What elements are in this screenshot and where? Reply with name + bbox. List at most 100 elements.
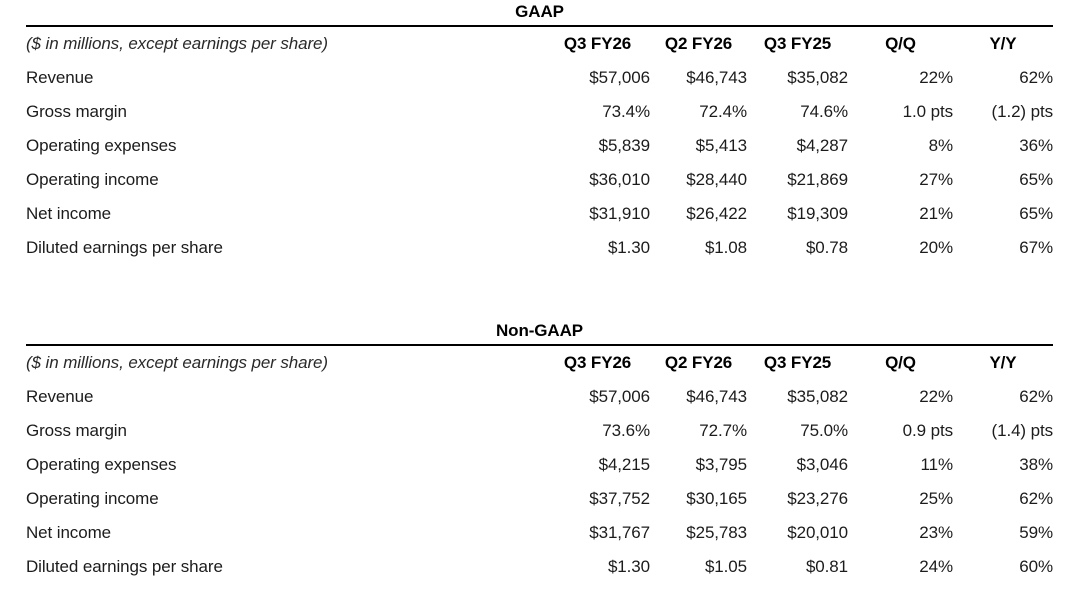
table-row-diluted-eps: Diluted earnings per share $1.30 $1.05 $… [26, 550, 1053, 584]
cell-value: $1.30 [607, 557, 650, 576]
cell-value: $3,046 [796, 455, 849, 474]
column-header-q2fy26: Q2 FY26 [664, 353, 733, 372]
non-gaap-section: Non-GAAP ($ in millions, except earnings… [26, 321, 1053, 584]
cell-value: 22% [919, 68, 953, 87]
cell-value: $1.30 [607, 238, 650, 257]
cell-value: $31,767 [589, 523, 650, 542]
cell-value: $0.78 [805, 238, 848, 257]
cell-value: 27% [919, 170, 953, 189]
cell-value: $30,165 [686, 489, 747, 508]
cell-value: $37,752 [589, 489, 650, 508]
non-gaap-header-row: ($ in millions, except earnings per shar… [26, 346, 1053, 380]
column-header-q3fy26: Q3 FY26 [563, 34, 632, 53]
cell-value: $21,869 [787, 170, 848, 189]
cell-value: (1.2) pts [991, 102, 1054, 121]
cell-value: $3,795 [695, 455, 748, 474]
cell-value: 72.4% [699, 102, 747, 121]
row-label: Net income [26, 204, 111, 223]
cell-value: 24% [919, 557, 953, 576]
gaap-header-row: ($ in millions, except earnings per shar… [26, 27, 1053, 61]
cell-value: $1.08 [704, 238, 747, 257]
cell-value: 75.0% [800, 421, 848, 440]
cell-value: (1.4) pts [991, 421, 1054, 440]
cell-value: 23% [919, 523, 953, 542]
cell-value: $0.81 [805, 557, 848, 576]
cell-value: 25% [919, 489, 953, 508]
cell-value: 60% [1019, 557, 1053, 576]
cell-value: $1.05 [704, 557, 747, 576]
cell-value: 36% [1019, 136, 1053, 155]
column-header-yy: Y/Y [989, 353, 1017, 372]
row-label: Revenue [26, 68, 94, 87]
table-row-gross-margin: Gross margin 73.6% 72.7% 75.0% 0.9 pts (… [26, 414, 1053, 448]
table-row-operating-expenses: Operating expenses $4,215 $3,795 $3,046 … [26, 448, 1053, 482]
cell-value: 65% [1019, 204, 1053, 223]
table-row-revenue: Revenue $57,006 $46,743 $35,082 22% 62% [26, 61, 1053, 95]
row-label: Operating expenses [26, 455, 177, 474]
table-row-diluted-eps: Diluted earnings per share $1.30 $1.08 $… [26, 231, 1053, 265]
gaap-title: GAAP [26, 2, 1053, 27]
non-gaap-table: ($ in millions, except earnings per shar… [26, 346, 1053, 584]
cell-value: $36,010 [589, 170, 650, 189]
cell-value: 73.6% [602, 421, 650, 440]
column-header-q3fy25: Q3 FY25 [763, 34, 832, 53]
table-row-operating-income: Operating income $36,010 $28,440 $21,869… [26, 163, 1053, 197]
row-label: Operating income [26, 489, 159, 508]
table-row-revenue: Revenue $57,006 $46,743 $35,082 22% 62% [26, 380, 1053, 414]
table-row-net-income: Net income $31,910 $26,422 $19,309 21% 6… [26, 197, 1053, 231]
cell-value: $4,215 [598, 455, 651, 474]
cell-value: 11% [920, 455, 954, 474]
cell-value: 74.6% [800, 102, 848, 121]
cell-value: $23,276 [787, 489, 848, 508]
column-header-q2fy26: Q2 FY26 [664, 34, 733, 53]
cell-value: 8% [928, 136, 953, 155]
column-header-q3fy25: Q3 FY25 [763, 353, 832, 372]
table-row-gross-margin: Gross margin 73.4% 72.4% 74.6% 1.0 pts (… [26, 95, 1053, 129]
cell-value: $5,413 [695, 136, 748, 155]
cell-value: 38% [1019, 455, 1053, 474]
gaap-table: ($ in millions, except earnings per shar… [26, 27, 1053, 265]
cell-value: 59% [1019, 523, 1053, 542]
row-label: Revenue [26, 387, 94, 406]
cell-value: $5,839 [598, 136, 651, 155]
cell-value: 62% [1019, 489, 1053, 508]
cell-value: $46,743 [686, 387, 747, 406]
cell-value: $31,910 [589, 204, 650, 223]
cell-value: 73.4% [602, 102, 650, 121]
row-label: Operating income [26, 170, 159, 189]
cell-value: $20,010 [787, 523, 848, 542]
cell-value: 62% [1019, 387, 1053, 406]
column-header-qq: Q/Q [885, 353, 916, 372]
cell-value: $4,287 [796, 136, 849, 155]
cell-value: $25,783 [686, 523, 747, 542]
table-row-net-income: Net income $31,767 $25,783 $20,010 23% 5… [26, 516, 1053, 550]
units-note: ($ in millions, except earnings per shar… [26, 34, 328, 53]
cell-value: 62% [1019, 68, 1053, 87]
table-row-operating-expenses: Operating expenses $5,839 $5,413 $4,287 … [26, 129, 1053, 163]
table-row-operating-income: Operating income $37,752 $30,165 $23,276… [26, 482, 1053, 516]
row-label: Diluted earnings per share [26, 557, 223, 576]
cell-value: $57,006 [589, 68, 650, 87]
cell-value: $35,082 [787, 68, 848, 87]
cell-value: 21% [919, 204, 953, 223]
cell-value: $35,082 [787, 387, 848, 406]
cell-value: 67% [1019, 238, 1053, 257]
cell-value: $57,006 [589, 387, 650, 406]
column-header-qq: Q/Q [885, 34, 916, 53]
non-gaap-title: Non-GAAP [26, 321, 1053, 346]
cell-value: 65% [1019, 170, 1053, 189]
cell-value: 0.9 pts [902, 421, 953, 440]
column-header-yy: Y/Y [989, 34, 1017, 53]
cell-value: $28,440 [686, 170, 747, 189]
cell-value: $19,309 [787, 204, 848, 223]
row-label: Net income [26, 523, 111, 542]
cell-value: 22% [919, 387, 953, 406]
cell-value: $46,743 [686, 68, 747, 87]
gaap-section: GAAP ($ in millions, except earnings per… [26, 2, 1053, 265]
cell-value: 72.7% [699, 421, 747, 440]
cell-value: $26,422 [686, 204, 747, 223]
row-label: Gross margin [26, 421, 127, 440]
cell-value: 1.0 pts [902, 102, 953, 121]
page: GAAP ($ in millions, except earnings per… [26, 2, 1053, 584]
cell-value: 20% [919, 238, 953, 257]
